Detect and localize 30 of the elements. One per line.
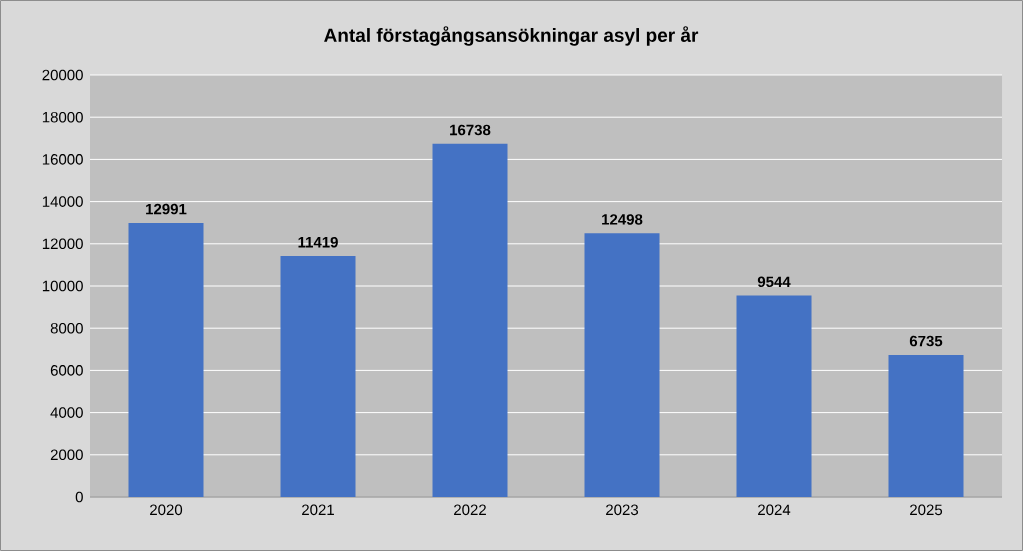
data-label: 16738	[450, 124, 491, 136]
data-label: 12991	[146, 203, 187, 215]
x-tick-label: 2023	[606, 504, 639, 516]
x-tick-label: 2024	[758, 504, 791, 516]
data-label: 9544	[757, 276, 791, 288]
y-tick-label: 14000	[42, 196, 83, 207]
bar	[128, 222, 204, 497]
y-tick-label: 8000	[50, 322, 83, 334]
y-tick-label: 0	[75, 491, 83, 503]
bar	[888, 354, 964, 497]
bar	[280, 256, 356, 497]
y-tick-label: 2000	[50, 449, 83, 461]
x-tick-label: 2020	[150, 504, 183, 516]
y-tick-label: 16000	[42, 154, 83, 165]
y-tick-label: 4000	[50, 407, 83, 418]
data-label: 12498	[602, 214, 643, 225]
data-label: 11419	[298, 236, 338, 248]
x-tick-label: 2025	[910, 504, 943, 516]
bar	[584, 233, 660, 497]
bar	[736, 295, 812, 497]
x-tick-label: 2022	[454, 504, 486, 516]
y-tick-label: 6000	[50, 365, 83, 376]
y-tick-label: 20000	[42, 69, 83, 81]
y-tick-label: 18000	[42, 111, 83, 123]
chart-title: Antal förstagångsansökningar asyl per år	[324, 26, 699, 46]
y-tick-label: 12000	[42, 238, 83, 250]
y-tick-label: 10000	[42, 280, 83, 292]
bar	[432, 143, 508, 497]
x-tick-label: 2021	[302, 504, 334, 516]
data-label: 6735	[909, 335, 943, 347]
